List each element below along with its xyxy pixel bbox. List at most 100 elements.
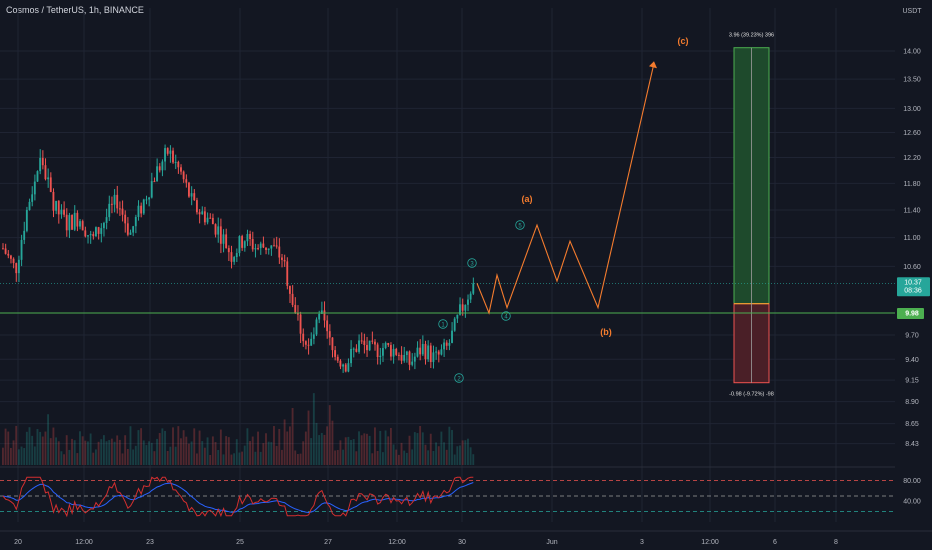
candle-body bbox=[419, 347, 422, 355]
candle-body bbox=[294, 304, 297, 314]
volume-bar bbox=[190, 441, 193, 465]
candle-body bbox=[81, 221, 84, 231]
impulse-label: 5 bbox=[518, 223, 522, 229]
volume-bar bbox=[318, 435, 321, 465]
wave-label: (c) bbox=[678, 36, 689, 46]
candle-body bbox=[225, 234, 228, 249]
volume-bar bbox=[20, 446, 23, 465]
volume-bar bbox=[132, 449, 135, 465]
projection-line bbox=[476, 63, 655, 315]
volume-bar bbox=[389, 427, 392, 465]
candle-body bbox=[392, 348, 395, 357]
volume-bar bbox=[251, 436, 254, 465]
candle-body bbox=[164, 148, 166, 162]
volume-bar bbox=[363, 433, 366, 465]
candle-body bbox=[405, 351, 408, 356]
volume-bar bbox=[95, 449, 97, 465]
volume-bar bbox=[265, 433, 267, 465]
volume-bar bbox=[150, 442, 153, 465]
volume-bar bbox=[134, 445, 137, 465]
volume-bar bbox=[110, 438, 113, 465]
volume-bar bbox=[206, 437, 209, 465]
candle-body bbox=[201, 211, 204, 215]
volume-bar bbox=[286, 431, 289, 465]
volume-bar bbox=[55, 437, 58, 465]
time-tick: 27 bbox=[324, 539, 332, 546]
volume-bar bbox=[283, 419, 286, 465]
candle-body bbox=[76, 212, 79, 227]
candle-body bbox=[451, 330, 453, 343]
candle-body bbox=[129, 232, 132, 235]
candle-body bbox=[456, 314, 459, 319]
time-tick: 25 bbox=[236, 539, 244, 546]
candle-body bbox=[65, 214, 68, 231]
candle-body bbox=[384, 342, 387, 349]
candle-body bbox=[227, 248, 230, 253]
volume-bar bbox=[437, 446, 440, 465]
candle-body bbox=[453, 318, 456, 331]
time-axis[interactable]: 20 12:00 23 25 27 12:00 30 Jun 3 12:00 6 8 bbox=[0, 530, 932, 546]
volume-bar bbox=[166, 450, 169, 465]
candle-body bbox=[275, 245, 278, 247]
price-scale[interactable]: USDT 14.00 13.50 13.00 12.60 12.20 11.80 11.40 1… bbox=[895, 0, 932, 550]
volume-bar bbox=[100, 439, 103, 465]
price-levels bbox=[0, 282, 895, 314]
candle-body bbox=[47, 177, 50, 180]
candle-body bbox=[251, 238, 254, 250]
candle-body bbox=[140, 205, 143, 214]
volume-bar bbox=[60, 451, 63, 465]
candle-body bbox=[20, 239, 23, 260]
candle-body bbox=[23, 230, 26, 240]
volume-bar bbox=[177, 426, 180, 465]
candle-body bbox=[286, 261, 289, 286]
candle-body bbox=[145, 199, 148, 201]
volume-bar bbox=[400, 442, 403, 465]
volume-bar bbox=[464, 440, 467, 465]
impulse-circle bbox=[438, 319, 448, 329]
volume-bar bbox=[164, 430, 166, 465]
volume-bar bbox=[456, 446, 459, 465]
candle-body bbox=[432, 352, 435, 363]
impulse-circle bbox=[454, 373, 464, 383]
volume-bar bbox=[195, 453, 198, 465]
long-position-tool[interactable]: 3.96 (39.23%) 396 -0.98 (-9.72%) -98 bbox=[729, 33, 774, 398]
price-tick: 14.00 bbox=[903, 49, 921, 56]
time-tick: 12:00 bbox=[701, 539, 719, 546]
candle-body bbox=[429, 345, 432, 363]
volume-bar bbox=[315, 422, 318, 465]
candle-body bbox=[169, 150, 172, 154]
wave-label: (b) bbox=[600, 327, 612, 337]
candle-body bbox=[57, 200, 60, 215]
rsi-tick: 40.00 bbox=[903, 499, 921, 506]
volume-bar bbox=[188, 443, 190, 465]
volume-bar bbox=[358, 431, 360, 465]
candle-body bbox=[105, 217, 108, 223]
volume-bar bbox=[211, 436, 214, 465]
candle-body bbox=[344, 364, 347, 372]
volume-bar bbox=[376, 450, 379, 465]
volume-bar bbox=[161, 428, 164, 465]
volume-bar bbox=[379, 430, 382, 465]
volume-bar bbox=[291, 407, 294, 465]
candle-body bbox=[60, 209, 63, 215]
projection-path[interactable] bbox=[476, 61, 657, 315]
candle-body bbox=[387, 342, 390, 346]
volume-bar bbox=[126, 448, 129, 465]
volume-bar bbox=[4, 428, 7, 465]
volume-bar bbox=[233, 453, 236, 465]
candle-body bbox=[472, 283, 475, 294]
candle-body bbox=[283, 259, 286, 262]
volume-bar bbox=[429, 433, 432, 465]
volume-bar bbox=[108, 440, 111, 465]
volume-bar bbox=[105, 441, 108, 465]
candle-body bbox=[397, 354, 400, 356]
price-tick: 12.20 bbox=[903, 155, 921, 162]
candle-body bbox=[121, 208, 124, 215]
volume-bar bbox=[323, 434, 326, 465]
candle-body bbox=[28, 201, 31, 210]
volume-bar bbox=[424, 444, 427, 465]
time-tick: 20 bbox=[14, 539, 22, 546]
volume-bar bbox=[408, 435, 411, 465]
candle-body bbox=[307, 344, 310, 346]
